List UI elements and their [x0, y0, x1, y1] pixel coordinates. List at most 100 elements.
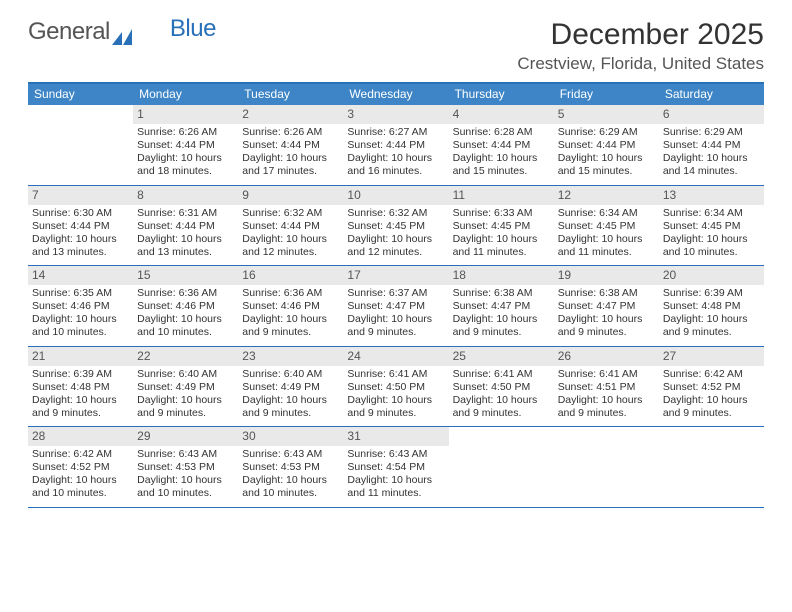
- day-number: [554, 427, 659, 446]
- day-cell: 3Sunrise: 6:27 AMSunset: 4:44 PMDaylight…: [343, 105, 448, 185]
- daylight-label: Daylight: 10 hours and 11 minutes.: [556, 233, 657, 259]
- day-cell: 8Sunrise: 6:31 AMSunset: 4:44 PMDaylight…: [133, 186, 238, 266]
- location-label: Crestview, Florida, United States: [517, 54, 764, 74]
- daylight-label: Daylight: 10 hours and 10 minutes.: [135, 313, 236, 339]
- sunset-label: Sunset: 4:44 PM: [135, 139, 236, 152]
- sunset-label: Sunset: 4:44 PM: [135, 220, 236, 233]
- day-number: 26: [554, 347, 659, 366]
- day-cell: 24Sunrise: 6:41 AMSunset: 4:50 PMDayligh…: [343, 347, 448, 427]
- day-cell: 1Sunrise: 6:26 AMSunset: 4:44 PMDaylight…: [133, 105, 238, 185]
- day-cell: 5Sunrise: 6:29 AMSunset: 4:44 PMDaylight…: [554, 105, 659, 185]
- sunset-label: Sunset: 4:44 PM: [240, 139, 341, 152]
- day-number: 24: [343, 347, 448, 366]
- day-cell: [554, 427, 659, 507]
- day-cell: 7Sunrise: 6:30 AMSunset: 4:44 PMDaylight…: [28, 186, 133, 266]
- daylight-label: Daylight: 10 hours and 15 minutes.: [556, 152, 657, 178]
- day-number: 23: [238, 347, 343, 366]
- sunrise-label: Sunrise: 6:30 AM: [30, 207, 131, 220]
- day-number: 4: [449, 105, 554, 124]
- day-number: [659, 427, 764, 446]
- day-number: 2: [238, 105, 343, 124]
- week-row: 1Sunrise: 6:26 AMSunset: 4:44 PMDaylight…: [28, 105, 764, 186]
- day-cell: 29Sunrise: 6:43 AMSunset: 4:53 PMDayligh…: [133, 427, 238, 507]
- sunrise-label: Sunrise: 6:28 AM: [451, 126, 552, 139]
- daylight-label: Daylight: 10 hours and 9 minutes.: [30, 394, 131, 420]
- sunrise-label: Sunrise: 6:41 AM: [451, 368, 552, 381]
- sunrise-label: Sunrise: 6:42 AM: [661, 368, 762, 381]
- day-number: 20: [659, 266, 764, 285]
- day-number: 16: [238, 266, 343, 285]
- sunset-label: Sunset: 4:45 PM: [451, 220, 552, 233]
- day-number: 7: [28, 186, 133, 205]
- daylight-label: Daylight: 10 hours and 9 minutes.: [451, 313, 552, 339]
- day-cell: 26 Sunrise: 6:41 AMSunset: 4:51 PMDayligh…: [554, 347, 659, 427]
- sunrise-label: Sunrise: 6:43 AM: [240, 448, 341, 461]
- sunset-label: Sunset: 4:46 PM: [240, 300, 341, 313]
- sunset-label: Sunset: 4:45 PM: [556, 220, 657, 233]
- day-number: 27: [659, 347, 764, 366]
- daylight-label: Daylight: 10 hours and 9 minutes.: [451, 394, 552, 420]
- month-title: December 2025: [517, 18, 764, 52]
- day-number: 8: [133, 186, 238, 205]
- day-number: 21: [28, 347, 133, 366]
- dow-wed: Wednesday: [343, 84, 448, 105]
- day-number: 15: [133, 266, 238, 285]
- day-cell: 2Sunrise: 6:26 AMSunset: 4:44 PMDaylight…: [238, 105, 343, 185]
- sunrise-label: Sunrise: 6:36 AM: [135, 287, 236, 300]
- day-cell: 31Sunrise: 6:43 AMSunset: 4:54 PMDayligh…: [343, 427, 448, 507]
- daylight-label: Daylight: 10 hours and 16 minutes.: [345, 152, 446, 178]
- sunrise-label: Sunrise: 6:33 AM: [451, 207, 552, 220]
- day-number: 9: [238, 186, 343, 205]
- sunset-label: Sunset: 4:45 PM: [661, 220, 762, 233]
- sunset-label: Sunset: 4:46 PM: [135, 300, 236, 313]
- day-cell: [28, 105, 133, 185]
- daylight-label: Daylight: 10 hours and 17 minutes.: [240, 152, 341, 178]
- daylight-label: Daylight: 10 hours and 9 minutes.: [345, 394, 446, 420]
- brand-part2: Blue: [170, 15, 216, 43]
- day-cell: 9Sunrise: 6:32 AMSunset: 4:44 PMDaylight…: [238, 186, 343, 266]
- day-cell: [449, 427, 554, 507]
- day-number: 5: [554, 105, 659, 124]
- day-cell: 4Sunrise: 6:28 AMSunset: 4:44 PMDaylight…: [449, 105, 554, 185]
- dow-fri: Friday: [554, 84, 659, 105]
- day-cell: 12Sunrise: 6:34 AMSunset: 4:45 PMDayligh…: [554, 186, 659, 266]
- sunrise-label: Sunrise: 6:29 AM: [661, 126, 762, 139]
- day-number: 17: [343, 266, 448, 285]
- dow-sat: Saturday: [659, 84, 764, 105]
- sunset-label: Sunset: 4:51 PM: [556, 381, 657, 394]
- brand-part1: General: [28, 18, 110, 46]
- daylight-label: Daylight: 10 hours and 9 minutes.: [556, 394, 657, 420]
- day-number: 31: [343, 427, 448, 446]
- day-cell: 14Sunrise: 6:35 AMSunset: 4:46 PMDayligh…: [28, 266, 133, 346]
- sunset-label: Sunset: 4:53 PM: [240, 461, 341, 474]
- title-block: December 2025 Crestview, Florida, United…: [517, 18, 764, 74]
- sunrise-label: Sunrise: 6:38 AM: [556, 287, 657, 300]
- sunrise-label: Sunrise: 6:29 AM: [556, 126, 657, 139]
- day-number: 19: [554, 266, 659, 285]
- day-cell: 28Sunrise: 6:42 AMSunset: 4:52 PMDayligh…: [28, 427, 133, 507]
- dow-sun: Sunday: [28, 84, 133, 105]
- daylight-label: Daylight: 10 hours and 12 minutes.: [345, 233, 446, 259]
- day-cell: 11Sunrise: 6:33 AMSunset: 4:45 PMDayligh…: [449, 186, 554, 266]
- daylight-label: Daylight: 10 hours and 14 minutes.: [661, 152, 762, 178]
- sunrise-label: Sunrise: 6:34 AM: [556, 207, 657, 220]
- daylight-label: Daylight: 10 hours and 12 minutes.: [240, 233, 341, 259]
- week-row: 21Sunrise: 6:39 AMSunset: 4:48 PMDayligh…: [28, 347, 764, 428]
- day-number: 22: [133, 347, 238, 366]
- day-cell: 13Sunrise: 6:34 AMSunset: 4:45 PMDayligh…: [659, 186, 764, 266]
- day-cell: 22Sunrise: 6:40 AMSunset: 4:49 PMDayligh…: [133, 347, 238, 427]
- daylight-label: Daylight: 10 hours and 9 minutes.: [240, 394, 341, 420]
- day-cell: 30Sunrise: 6:43 AMSunset: 4:53 PMDayligh…: [238, 427, 343, 507]
- week-row: 7 Sunrise: 6:30 AM Sunset: 4:44 PM Daylight…: [28, 186, 764, 267]
- header: General Blue December 2025 Crestview, Fl…: [28, 18, 764, 74]
- week-row: 28Sunrise: 6:42 AMSunset: 4:52 PMDayligh…: [28, 427, 764, 508]
- day-cell: 10Sunrise: 6:32 AMSunset: 4:45 PMDayligh…: [343, 186, 448, 266]
- sunrise-label: Sunrise: 6:43 AM: [135, 448, 236, 461]
- day-cell: 15 Sunrise: 6:36 AMSunset: 4:46 PMDayligh…: [133, 266, 238, 346]
- sunrise-label: Sunrise: 6:38 AM: [451, 287, 552, 300]
- daylight-label: Daylight: 10 hours and 9 minutes.: [661, 394, 762, 420]
- sunrise-label: Sunrise: 6:26 AM: [135, 126, 236, 139]
- sunrise-label: Sunrise: 6:35 AM: [30, 287, 131, 300]
- sunrise-label: Sunrise: 6:41 AM: [556, 368, 657, 381]
- dow-row: Sunday Monday Tuesday Wednesday Thursday…: [28, 84, 764, 105]
